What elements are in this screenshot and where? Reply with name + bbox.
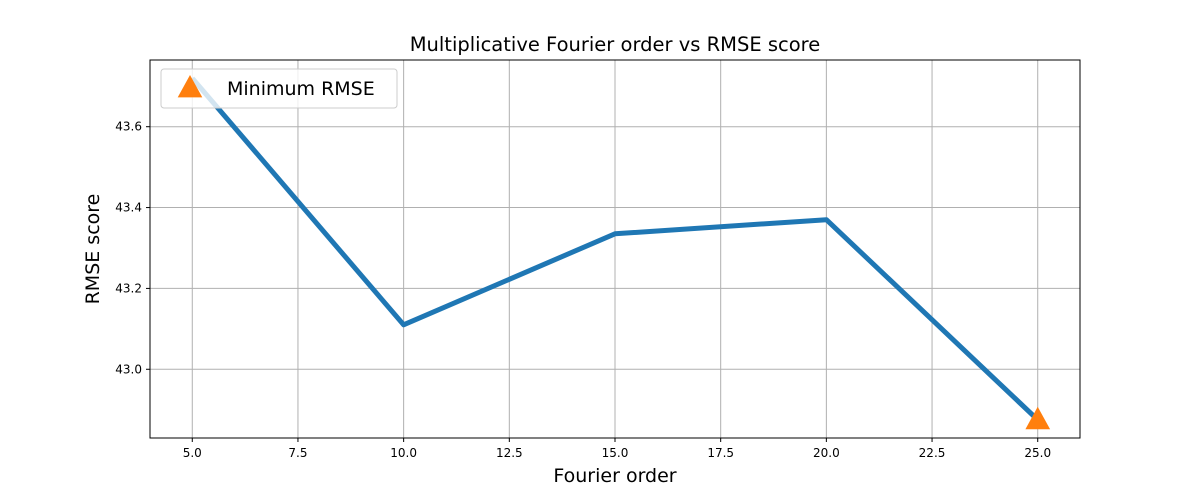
legend-box [160, 68, 398, 109]
rmse-series-line [190, 76, 1040, 422]
y-tick-label: 43.6 [115, 120, 142, 134]
x-tick-label: 12.5 [496, 446, 523, 460]
x-axis-title: Fourier order [553, 465, 676, 487]
series-layer [190, 76, 1040, 422]
x-tick-label: 7.5 [288, 446, 307, 460]
x-tick-label: 15.0 [602, 446, 629, 460]
x-tick-label: 10.0 [390, 446, 417, 460]
legend: Minimum RMSE [160, 68, 398, 109]
y-tick-label: 43.0 [115, 362, 142, 376]
y-axis-title: RMSE score [82, 194, 104, 305]
x-tick-label: 17.5 [707, 446, 734, 460]
x-tick-label: 25.0 [1024, 446, 1051, 460]
chart-title: Multiplicative Fourier order vs RMSE sco… [410, 33, 821, 56]
x-axis-ticks: 5.0 7.5 10.0 12.5 15.0 17.5 20.0 22.5 25.0 [183, 438, 1051, 460]
y-axis-ticks: 43.0 43.2 43.4 43.6 [115, 120, 150, 376]
x-tick-label: 5.0 [183, 446, 202, 460]
legend-triangle-marker [177, 75, 203, 98]
y-tick-label: 43.2 [115, 281, 142, 295]
x-tick-label: 20.0 [813, 446, 840, 460]
legend-label: Minimum RMSE [227, 78, 375, 100]
marker-layer [1025, 406, 1051, 430]
y-tick-label: 43.4 [115, 201, 142, 215]
grid [150, 60, 1080, 438]
minimum-rmse-marker [1025, 406, 1051, 430]
x-tick-label: 22.5 [919, 446, 946, 460]
